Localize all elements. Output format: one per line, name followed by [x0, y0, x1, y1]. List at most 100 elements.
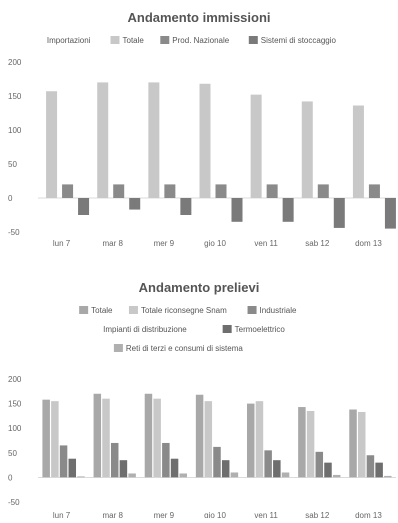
- legend-label: Sistemi di stoccaggio: [261, 36, 337, 45]
- bar: [179, 473, 188, 478]
- bar: [357, 411, 366, 478]
- x-tick-label: lun 7: [53, 239, 71, 248]
- y-tick-label: 150: [8, 92, 22, 101]
- legend-item: Impianti di distribuzione: [91, 325, 187, 334]
- legend-label: Impianti di distribuzione: [103, 325, 187, 334]
- bar: [113, 184, 125, 198]
- bar: [315, 451, 324, 478]
- y-tick-label: 0: [8, 194, 13, 203]
- bar: [180, 198, 192, 215]
- x-tick-label: mar 8: [102, 511, 123, 518]
- legend-label: Industriale: [260, 306, 297, 315]
- bar: [384, 475, 392, 478]
- legend-item: Totale: [79, 306, 113, 315]
- bar: [195, 394, 204, 478]
- bar: [199, 83, 211, 198]
- chart-immissioni: Andamento immissioni Importazioni Totale Pr…: [0, 0, 398, 250]
- chart-immissioni-svg: Andamento immissioni Importazioni Totale Pr…: [8, 10, 396, 248]
- x-tick-label: dom 13: [355, 239, 382, 248]
- legend-item: Totale riconsegne Snam: [128, 306, 227, 315]
- legend-swatch: [247, 306, 257, 314]
- legend-item: Industriale: [247, 306, 297, 315]
- bar: [281, 472, 290, 478]
- legend-swatch: [128, 306, 138, 314]
- bar: [384, 198, 396, 229]
- bar: [68, 458, 77, 478]
- legend-swatch: [35, 36, 44, 44]
- bar: [230, 472, 239, 478]
- bar: [221, 460, 230, 478]
- bar: [231, 198, 243, 222]
- legend-item: Reti di terzi e consumi di sistema: [113, 344, 243, 353]
- y-tick-label: -50: [8, 498, 20, 507]
- bar: [215, 184, 227, 198]
- bar: [317, 184, 329, 198]
- legend-swatch: [222, 325, 232, 333]
- bar: [213, 446, 221, 478]
- bar: [62, 184, 74, 198]
- bar: [93, 393, 102, 478]
- bar: [333, 198, 345, 228]
- x-tick-label: mar 8: [102, 239, 123, 248]
- legend-swatch: [248, 36, 258, 44]
- bar: [255, 401, 264, 478]
- bar: [264, 450, 272, 478]
- bar: [42, 399, 50, 478]
- x-tick-label: gio 10: [204, 511, 226, 518]
- legend-item: Importazioni: [35, 36, 91, 45]
- legend-item: Totale: [110, 36, 145, 45]
- bar: [46, 91, 58, 198]
- bar: [162, 442, 170, 478]
- bar: [266, 184, 278, 198]
- bar: [298, 407, 306, 478]
- y-tick-label: 150: [8, 400, 22, 409]
- legend-swatch: [113, 344, 123, 352]
- bar: [282, 198, 294, 222]
- legend-swatch: [91, 325, 100, 333]
- legend-label: Importazioni: [47, 36, 91, 45]
- bar: [368, 184, 380, 198]
- y-tick-label: 100: [8, 424, 22, 433]
- bar: [164, 184, 176, 198]
- legend-swatch: [79, 306, 89, 314]
- legend-swatch: [160, 36, 170, 44]
- bar: [349, 409, 357, 478]
- bar: [366, 455, 375, 478]
- legend-label: Termoelettrico: [235, 325, 286, 334]
- bar: [119, 460, 128, 478]
- bar: [301, 101, 313, 198]
- bar: [59, 445, 68, 478]
- bar: [204, 401, 213, 478]
- bar: [250, 94, 262, 198]
- y-tick-label: 0: [8, 473, 13, 482]
- chart-title: Andamento prelievi: [139, 280, 260, 295]
- bar: [170, 458, 179, 478]
- legend-label: Totale: [123, 36, 145, 45]
- y-tick-label: -50: [8, 228, 20, 237]
- y-tick-label: 200: [8, 58, 22, 67]
- bar: [148, 82, 160, 198]
- x-tick-label: mer 9: [154, 239, 175, 248]
- bar: [324, 462, 332, 478]
- legend-label: Prod. Nazionale: [172, 36, 229, 45]
- x-tick-label: mer 9: [154, 511, 175, 518]
- bar: [129, 198, 141, 210]
- x-tick-label: gio 10: [204, 239, 226, 248]
- x-tick-label: sab 12: [305, 239, 330, 248]
- chart-title: Andamento immissioni: [127, 10, 270, 25]
- bar: [77, 476, 85, 478]
- bar: [306, 410, 315, 478]
- legend-item: Sistemi di stoccaggio: [248, 36, 337, 45]
- legend-label: Totale: [91, 306, 113, 315]
- y-tick-label: 50: [8, 160, 17, 169]
- bar: [273, 460, 281, 478]
- bar: [51, 401, 59, 478]
- bar: [375, 462, 383, 478]
- bar: [332, 474, 341, 478]
- x-tick-label: ven 11: [254, 511, 278, 518]
- legend-swatch: [110, 36, 120, 44]
- bar: [144, 393, 153, 478]
- bar: [110, 442, 119, 478]
- y-tick-label: 200: [8, 375, 22, 384]
